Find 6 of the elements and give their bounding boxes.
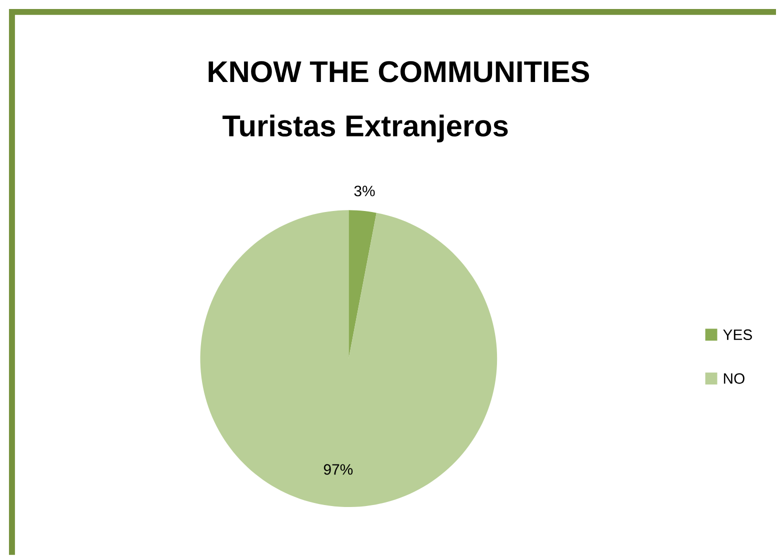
data-label: 97% bbox=[324, 464, 353, 475]
chart-title: KNOW THE COMMUNITIES bbox=[208, 61, 590, 82]
data-label: 3% bbox=[354, 186, 375, 196]
legend-label: YES bbox=[723, 329, 752, 340]
chart-subtitle: Turistas Extranjeros bbox=[222, 114, 508, 143]
legend-label: NO bbox=[724, 373, 744, 384]
